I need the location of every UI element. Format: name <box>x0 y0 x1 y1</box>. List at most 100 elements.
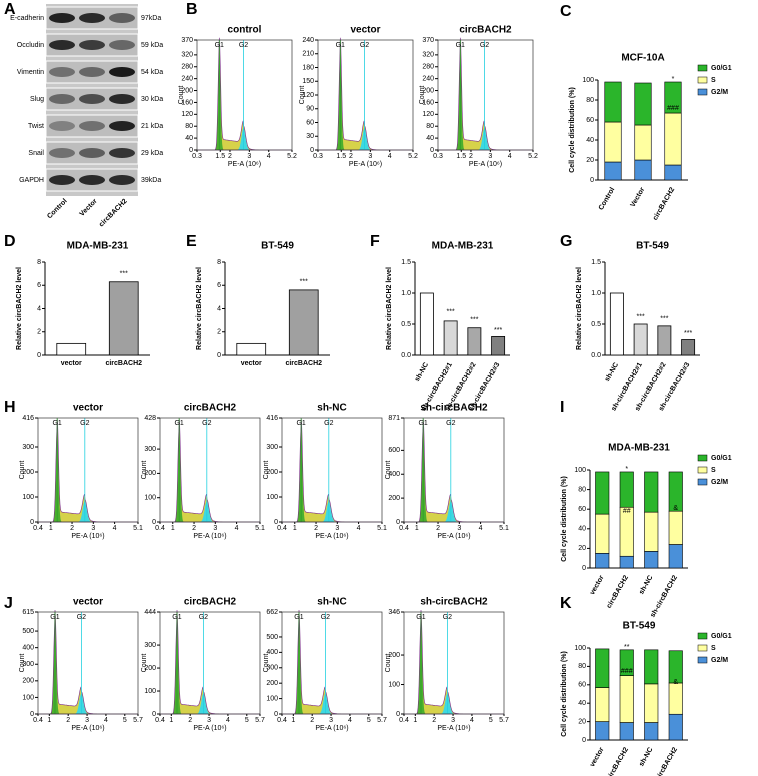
y-tick-label: 0 <box>430 147 434 154</box>
y-tick-label: 1.0 <box>401 290 411 297</box>
bar-segment <box>595 648 610 688</box>
bar-segment <box>668 682 683 715</box>
y-tick-label: 280 <box>181 64 193 71</box>
y-tick-label: 346 <box>388 609 400 616</box>
bar <box>681 339 696 356</box>
y-axis-label: Count <box>263 461 270 480</box>
y-tick-label: 400 <box>266 649 278 656</box>
x-axis-label: PE-A (10⁶) <box>228 161 261 168</box>
x-axis-label: PE-A (10⁶) <box>469 161 502 168</box>
panel-letter: K <box>560 595 572 612</box>
plot-title: BT-549 <box>623 621 656 632</box>
plot-frame <box>403 417 505 523</box>
x-tick-label: 2 <box>436 525 440 532</box>
panel-letter: F <box>370 233 380 250</box>
bar-segment <box>595 471 610 515</box>
band <box>49 175 75 185</box>
panel-letter: E <box>186 233 197 250</box>
bar-segment <box>644 551 659 569</box>
legend-swatch <box>697 478 708 486</box>
gate-label: G2 <box>321 614 330 621</box>
x-tick-label: 5 <box>489 717 493 724</box>
area-g2 <box>38 501 138 522</box>
protein-label: E-cadherin <box>10 15 44 22</box>
x-tick-label: 1 <box>415 525 419 532</box>
y-tick-label: 0 <box>37 352 41 359</box>
x-tick-label: circBACH2 <box>652 186 676 221</box>
y-tick-label: 400 <box>22 645 34 652</box>
x-tick-label: 0.4 <box>155 525 165 532</box>
legend-swatch <box>697 88 708 96</box>
area-s <box>282 419 382 522</box>
bar-segment <box>634 159 652 181</box>
y-axis-label: Count <box>263 654 270 673</box>
y-tick-label: 2 <box>37 329 41 336</box>
bar-segment <box>619 675 634 723</box>
size-label: 54 kDa <box>141 69 163 76</box>
area-g2 <box>438 128 533 150</box>
band <box>49 40 75 50</box>
x-axis-label: PE-A (10⁶) <box>193 533 226 540</box>
y-tick-label: 200 <box>144 470 156 477</box>
bar-segment <box>595 552 610 569</box>
y-tick-label: 0 <box>189 147 193 154</box>
size-label: 29 kDa <box>141 150 163 157</box>
y-tick-label: 0 <box>274 519 278 526</box>
lane-label: Vector <box>79 198 99 218</box>
y-tick-label: 160 <box>422 99 434 106</box>
plot-frame <box>281 611 383 715</box>
y-tick-label: 8 <box>217 259 221 266</box>
plot-title: control <box>228 25 262 36</box>
band <box>79 40 105 50</box>
x-tick-label: 0.4 <box>277 717 287 724</box>
x-tick-label: 3 <box>457 525 461 532</box>
bar-segment <box>668 544 683 569</box>
gate-label: G2 <box>77 614 86 621</box>
plot-frame <box>37 417 139 523</box>
lane-label: Control <box>46 198 69 221</box>
lane-label: circBACH2 <box>98 198 129 229</box>
area-g1 <box>160 620 260 714</box>
outline <box>404 419 504 523</box>
y-axis-label: Count <box>419 86 426 105</box>
y-tick-label: 240 <box>302 37 314 44</box>
area-g1 <box>38 620 138 714</box>
x-axis-label: PE-A (10⁶) <box>193 725 226 732</box>
x-tick-label: 4 <box>267 153 271 160</box>
annotation: ### <box>667 105 679 112</box>
bar <box>288 289 319 356</box>
area-g2 <box>197 128 292 150</box>
bar-segment <box>644 649 659 685</box>
plot-frame <box>37 611 139 715</box>
y-tick-label: 60 <box>578 682 586 689</box>
x-tick-label: 5.1 <box>255 525 265 532</box>
x-tick-label: circBACH2 <box>606 574 630 609</box>
y-tick-label: 4 <box>37 305 41 312</box>
annotation: & <box>673 679 678 686</box>
plot-title: sh-NC <box>317 403 346 414</box>
annotation: ## <box>623 508 631 515</box>
x-tick-label: sh-NC <box>638 574 654 595</box>
x-tick-label: 4 <box>348 717 352 724</box>
band <box>79 67 105 77</box>
band <box>79 13 105 23</box>
x-tick-label: 0.4 <box>155 717 165 724</box>
y-tick-label: 40 <box>426 135 434 142</box>
legend-label: G0/G1 <box>711 455 732 462</box>
x-tick-label: 5.2 <box>287 153 297 160</box>
legend-label: G2/M <box>711 89 728 96</box>
panel-letter: B <box>186 1 198 18</box>
bar <box>491 335 506 356</box>
gate-label: G1 <box>172 614 181 621</box>
y-tick-label: 120 <box>302 92 314 99</box>
x-tick-label: 5.7 <box>499 717 509 724</box>
y-axis-label: Relative circBACH2 level <box>16 267 23 350</box>
y-tick-label: 0 <box>590 177 594 184</box>
legend-swatch <box>697 466 708 474</box>
y-tick-label: 0 <box>274 711 278 718</box>
plot-title: circBACH2 <box>184 597 237 608</box>
x-tick-label: circBACH2 <box>606 746 630 776</box>
x-tick-label: 4 <box>508 153 512 160</box>
bar-segment <box>595 687 610 722</box>
bar <box>236 342 267 356</box>
